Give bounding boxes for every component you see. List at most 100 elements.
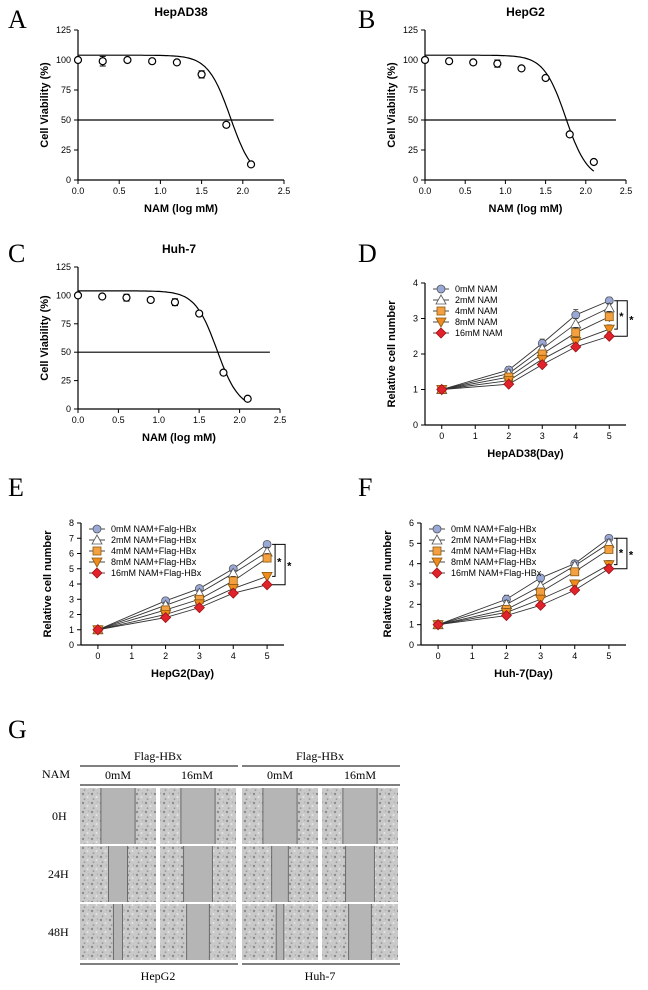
chart-c-data-point (98, 292, 107, 301)
chart-d-series-line (441, 335, 610, 390)
col-label-0mm-2: 0mM (267, 768, 293, 782)
chart-e-y-tick-label: 5 (69, 564, 74, 574)
panel-g-wound-healing: Flag-HBx Flag-HBx NAM 0mM 16mM 0mM 16mM … (42, 749, 400, 983)
chart-f-sig-star-inner: * (619, 547, 624, 559)
chart-b-data-point (420, 55, 430, 65)
chart-e-series-line (97, 575, 268, 631)
chart-e-y-tick-label: 6 (69, 549, 74, 559)
chart-a-y-tick-label: 75 (61, 85, 71, 95)
chart-e-y-tick-label: 7 (69, 533, 74, 543)
chart-d-data-point (603, 324, 615, 335)
chart-a-title: HepAD38 (154, 5, 208, 19)
chart-e-data-point (228, 576, 238, 586)
chart-f-legend-marker (432, 546, 442, 556)
wound-image-grid (80, 788, 398, 960)
chart-d-sig-star-outer: * (629, 315, 634, 327)
chart-d-data-point (570, 318, 582, 329)
chart-f-y-tick-label: 4 (409, 559, 414, 569)
chart-d-sig-star-inner: * (619, 311, 624, 323)
chart-e-legend-marker (92, 546, 102, 556)
chart-b-x-tick-label: 1.0 (499, 186, 512, 196)
chart-e-x-axis-label: HepG2(Day) (151, 668, 214, 680)
chart-f-y-tick-label: 1 (409, 620, 414, 630)
row-label-48h: 48H (48, 925, 69, 939)
chart-a-y-tick-label: 0 (66, 175, 71, 185)
chart-c-data-point (243, 394, 252, 403)
chart-e-x-tick-label: 1 (129, 651, 134, 661)
nam-row-header: NAM (42, 767, 70, 781)
chart-e-legend-marker (91, 557, 103, 568)
chart-f-x-tick-label: 1 (470, 651, 475, 661)
chart-e-y-axis-label: Relative cell number (42, 530, 54, 638)
chart-e-y-tick-label: 2 (69, 610, 74, 620)
chart-f-data-point (500, 609, 512, 622)
chart-d-x-tick-label: 1 (473, 431, 478, 441)
wound-gap-24H-1 (183, 846, 213, 902)
chart-b-data-point (517, 64, 526, 73)
chart-c-data-point (122, 293, 131, 302)
chart-f-y-tick-label: 3 (409, 579, 414, 589)
chart-f-legend-marker (431, 557, 443, 568)
chart-f-legend-label: 2mM NAM+Flag-HBx (451, 535, 537, 545)
chart-e-legend-label: 2mM NAM+Flag-HBx (111, 535, 197, 545)
chart-e-legend-label: 8mM NAM+Flag-HBx (111, 557, 197, 567)
chart-f-x-tick-label: 2 (504, 651, 509, 661)
chart-a-x-tick-label: 1.5 (195, 186, 208, 196)
wound-gap-0H-2 (262, 788, 298, 844)
chart-f-legend-marker (432, 524, 442, 534)
wound-gap-0H-0 (100, 788, 136, 844)
chart-d-x-tick-label: 2 (506, 431, 511, 441)
chart-c-x-axis-label: NAM (log mM) (142, 432, 216, 444)
chart-e-legend-marker (91, 534, 103, 545)
chart-f-y-tick-label: 5 (409, 538, 414, 548)
chart-b-data-point (589, 157, 598, 167)
chart-d-legend-label: 16mM NAM (455, 328, 503, 338)
chart-e-y-tick-label: 4 (69, 579, 74, 589)
chart-d-hepad38-growth: 0 1 2 3 4 5 0 1 2 3 4 HepAD38(Day) Relative cell num… (386, 278, 634, 460)
chart-a-x-tick-label: 0.5 (113, 186, 126, 196)
chart-f-sig-bracket-inner (613, 537, 618, 566)
row-label-24h: 24H (48, 867, 69, 881)
chart-b-y-tick-label: 50 (408, 115, 418, 125)
chart-d-legend-marker (435, 317, 447, 328)
chart-f-data-point (603, 563, 615, 575)
chart-d-data-point (503, 378, 515, 390)
chart-e-data-point (261, 571, 273, 583)
chart-e-legend-label: 0mM NAM+Falg-HBx (111, 524, 197, 534)
wound-gap-24H-3 (345, 846, 375, 902)
chart-d-sig-bracket-outer (614, 300, 628, 337)
chart-f-x-axis-label: Huh-7(Day) (494, 668, 553, 680)
chart-a-y-tick-label: 125 (56, 25, 71, 35)
chart-f-data-point (604, 545, 614, 554)
chart-b-y-axis-label: Cell Viability (%) (386, 62, 398, 148)
chart-d-data-point (536, 359, 548, 371)
panel-letter-f: F (358, 473, 372, 502)
chart-d-data-point (436, 383, 448, 396)
chart-e-hepg2-growth: 0 1 2 3 4 5 0 1 2 3 4 5 6 7 8 HepG2(Day) Relative cell n… (42, 518, 292, 680)
group-label-flag-hbx-1: Flag-HBx (134, 749, 182, 763)
chart-d-x-tick-label: 0 (439, 431, 444, 441)
chart-f-data-point (569, 584, 581, 596)
chart-a-x-tick-label: 1.0 (154, 186, 167, 196)
chart-f-y-tick-label: 0 (409, 640, 414, 650)
chart-f-legend-marker (431, 534, 443, 545)
chart-c-x-tick-label: 2.0 (233, 415, 246, 425)
chart-e-data-point (160, 611, 172, 624)
chart-c-x-tick-label: 0.5 (112, 415, 125, 425)
panel-letter-b: B (358, 5, 375, 34)
chart-e-legend-label: 4mM NAM+Flag-HBx (111, 546, 197, 556)
chart-e-y-tick-label: 8 (69, 518, 74, 528)
chart-d-data-point (603, 330, 615, 342)
chart-c-y-tick-label: 25 (61, 376, 71, 386)
chart-d-data-point (571, 328, 581, 338)
chart-c-x-tick-label: 0.0 (72, 415, 85, 425)
wound-gap-48H-3 (348, 904, 372, 960)
chart-b-data-point (565, 130, 574, 139)
chart-b-title: HepG2 (506, 5, 545, 19)
chart-c-y-tick-label: 50 (61, 347, 71, 357)
chart-c-y-tick-label: 0 (66, 404, 71, 414)
chart-a-data-point (98, 57, 107, 66)
chart-d-legend-marker (435, 294, 447, 305)
chart-c-y-tick-label: 125 (56, 262, 71, 272)
chart-f-data-point (569, 579, 581, 590)
